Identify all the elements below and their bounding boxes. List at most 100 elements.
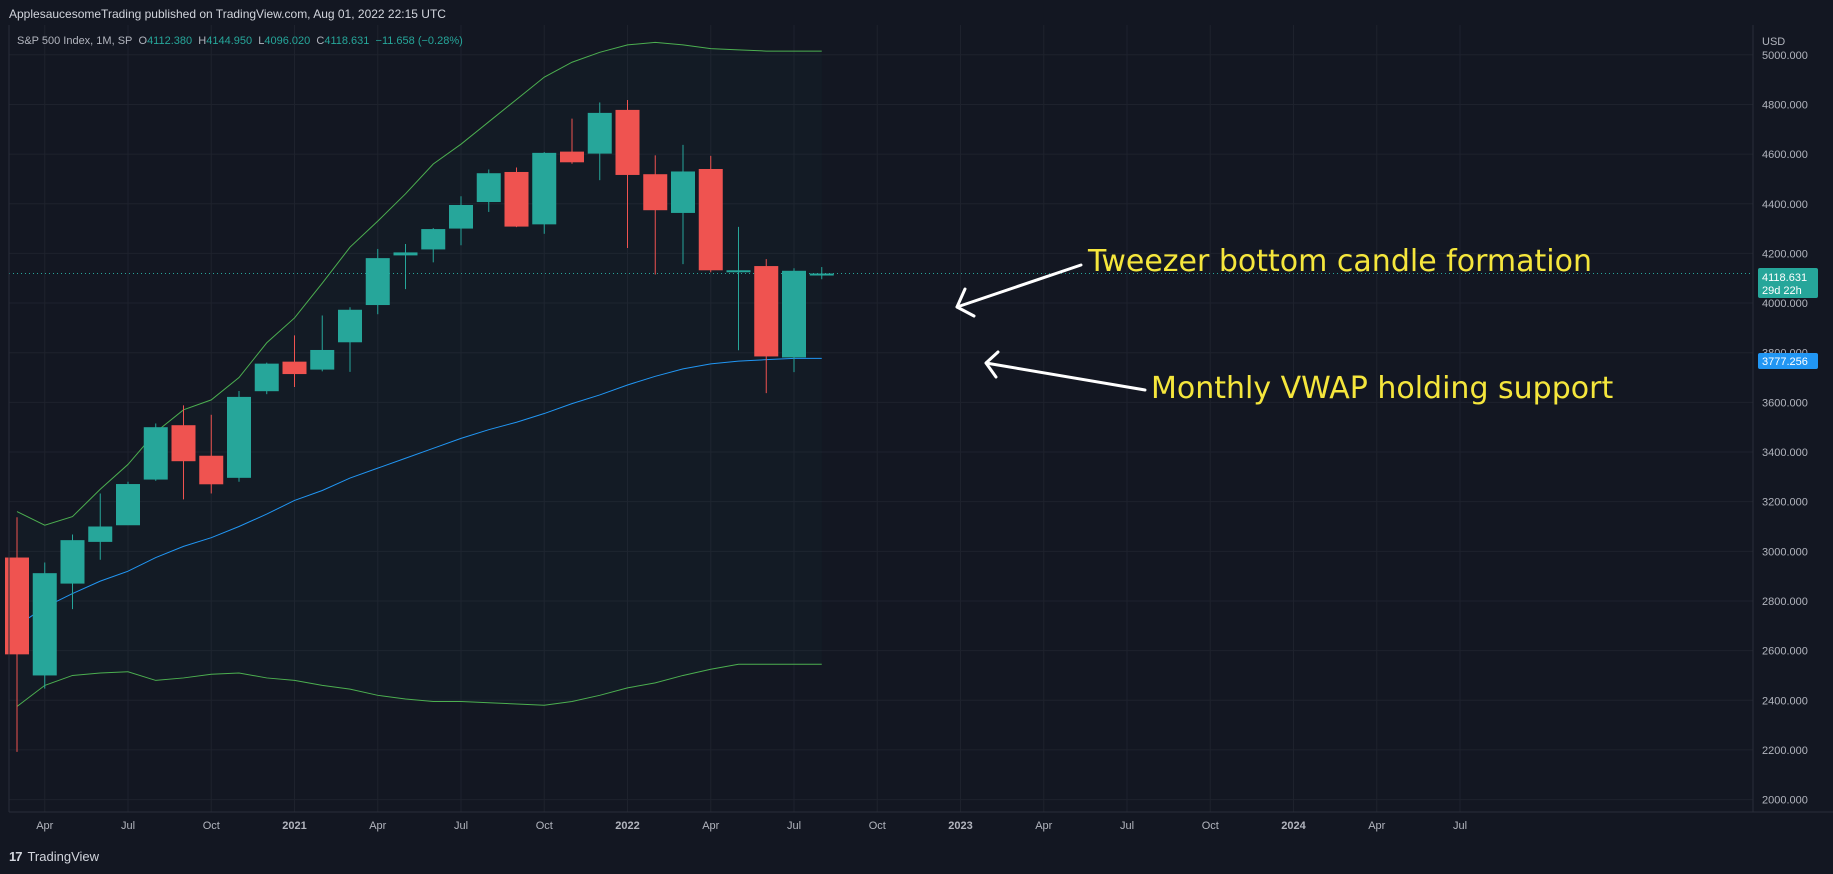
candle-body xyxy=(754,266,779,357)
candle-body xyxy=(782,270,806,358)
tradingview-logo[interactable]: 17 TradingView xyxy=(9,849,99,864)
candle-body xyxy=(32,573,57,676)
y-tick-label: 2000.000 xyxy=(1762,795,1808,807)
candle xyxy=(698,155,723,273)
band-fill xyxy=(17,42,822,706)
candle xyxy=(754,259,779,394)
series-line-lower xyxy=(16,663,822,707)
high-label: H xyxy=(198,35,207,47)
x-tick-label: Oct xyxy=(203,820,220,832)
candle-body xyxy=(116,484,140,526)
x-tick-label: Apr xyxy=(369,820,386,832)
candle-body xyxy=(476,173,501,203)
candle-body xyxy=(726,270,751,273)
candle xyxy=(254,362,279,395)
y-tick-label: 2800.000 xyxy=(1762,596,1808,608)
tradingview-logo-icon: 17 xyxy=(9,849,23,864)
candle xyxy=(143,423,168,481)
change-value: −11.658 (−0.28%) xyxy=(375,35,463,47)
arrow-tweezer xyxy=(955,263,1083,318)
x-tick-label: Apr xyxy=(702,820,719,832)
candle xyxy=(615,99,640,248)
x-axis: Apr Jul Oct 2021 Apr Jul Oct 2022 Apr Jul Oct 2023 A… xyxy=(36,820,1467,832)
low-label: L xyxy=(258,35,265,47)
candle xyxy=(88,493,113,560)
countdown-text: 29d 22h xyxy=(1762,285,1802,297)
x-tick-label: Jul xyxy=(1120,820,1134,832)
candle xyxy=(421,228,446,263)
last-price-badge xyxy=(1758,268,1818,298)
candle xyxy=(449,196,473,246)
ohlc-legend: S&P 500 Index, 1M, SP O4112.380 H4144.95… xyxy=(17,35,463,47)
open-value: 4112.380 xyxy=(147,35,193,47)
y-tick-label: 4600.000 xyxy=(1762,149,1808,161)
x-tick-label: Jul xyxy=(121,820,135,832)
publisher-line: ApplesaucesomeTrading published on Tradi… xyxy=(9,7,446,21)
series-line-vwap xyxy=(16,357,822,627)
candle-body xyxy=(587,112,612,154)
candle-body xyxy=(254,363,279,392)
currency-label: USD xyxy=(1762,36,1785,48)
candle-body xyxy=(60,540,85,584)
candle-body xyxy=(171,425,196,462)
candle-body xyxy=(143,427,168,480)
candle xyxy=(643,155,668,275)
candle-body xyxy=(282,361,307,375)
candle-body xyxy=(643,174,668,211)
x-tick-label: Oct xyxy=(536,820,553,832)
candle-body xyxy=(88,526,113,542)
y-tick-label: 3000.000 xyxy=(1762,546,1808,558)
y-tick-label: 5000.000 xyxy=(1762,50,1808,62)
x-tick-label: Jul xyxy=(1453,820,1467,832)
high-value: 4144.950 xyxy=(206,35,253,47)
x-tick-label: Jul xyxy=(454,820,468,832)
candle-body xyxy=(338,309,362,343)
y-tick-label: 3200.000 xyxy=(1762,497,1808,509)
y-tick-label: 3600.000 xyxy=(1762,397,1808,409)
candle xyxy=(310,315,335,372)
close-label: C xyxy=(316,35,325,47)
x-tick-label: Jul xyxy=(787,820,801,832)
close-value: 4118.631 xyxy=(324,35,370,47)
y-tick-label: 2600.000 xyxy=(1762,646,1808,658)
x-tick-label: 2024 xyxy=(1281,820,1306,832)
candle xyxy=(726,226,751,351)
last-price-text: 4118.631 xyxy=(1762,272,1807,284)
candle xyxy=(393,243,418,290)
candle xyxy=(116,481,140,526)
candle xyxy=(560,118,584,164)
open-label: O xyxy=(138,35,148,47)
symbol-label: S&P 500 Index, 1M, SP xyxy=(17,35,133,47)
candle xyxy=(338,307,362,372)
y-tick-label: 4800.000 xyxy=(1762,99,1808,111)
candle-body xyxy=(671,171,695,213)
candle-body xyxy=(393,252,418,256)
y-tick-label: 4200.000 xyxy=(1762,248,1808,260)
y-tick-label: 4000.000 xyxy=(1762,298,1808,310)
candle-body xyxy=(310,349,335,370)
x-tick-label: Oct xyxy=(869,820,886,832)
grid xyxy=(9,25,1753,812)
candle-body xyxy=(560,151,584,163)
y-axis: 2000.000 2200.000 2400.000 2600.000 2800.000… xyxy=(1762,50,1808,807)
candle xyxy=(671,144,695,265)
y-tick-label: 2400.000 xyxy=(1762,695,1808,707)
candle xyxy=(60,534,85,610)
candle xyxy=(782,268,806,373)
candle xyxy=(809,267,834,280)
low-value: 4096.020 xyxy=(264,35,311,47)
annotation-vwap: Monthly VWAP holding support xyxy=(1151,371,1614,406)
candle-body xyxy=(199,455,224,485)
candle xyxy=(171,405,196,500)
tradingview-brand: TradingView xyxy=(27,849,100,864)
candle xyxy=(476,169,501,212)
candle-body xyxy=(809,273,834,276)
candle xyxy=(532,152,557,234)
y-tick-label: 3400.000 xyxy=(1762,447,1808,459)
x-tick-label: Oct xyxy=(1202,820,1219,832)
x-tick-label: Apr xyxy=(36,820,53,832)
y-tick-label: 2200.000 xyxy=(1762,745,1808,757)
arrow-vwap xyxy=(984,350,1147,392)
candle xyxy=(282,335,307,387)
annotation-tweezer: Tweezer bottom candle formation xyxy=(1088,244,1592,279)
